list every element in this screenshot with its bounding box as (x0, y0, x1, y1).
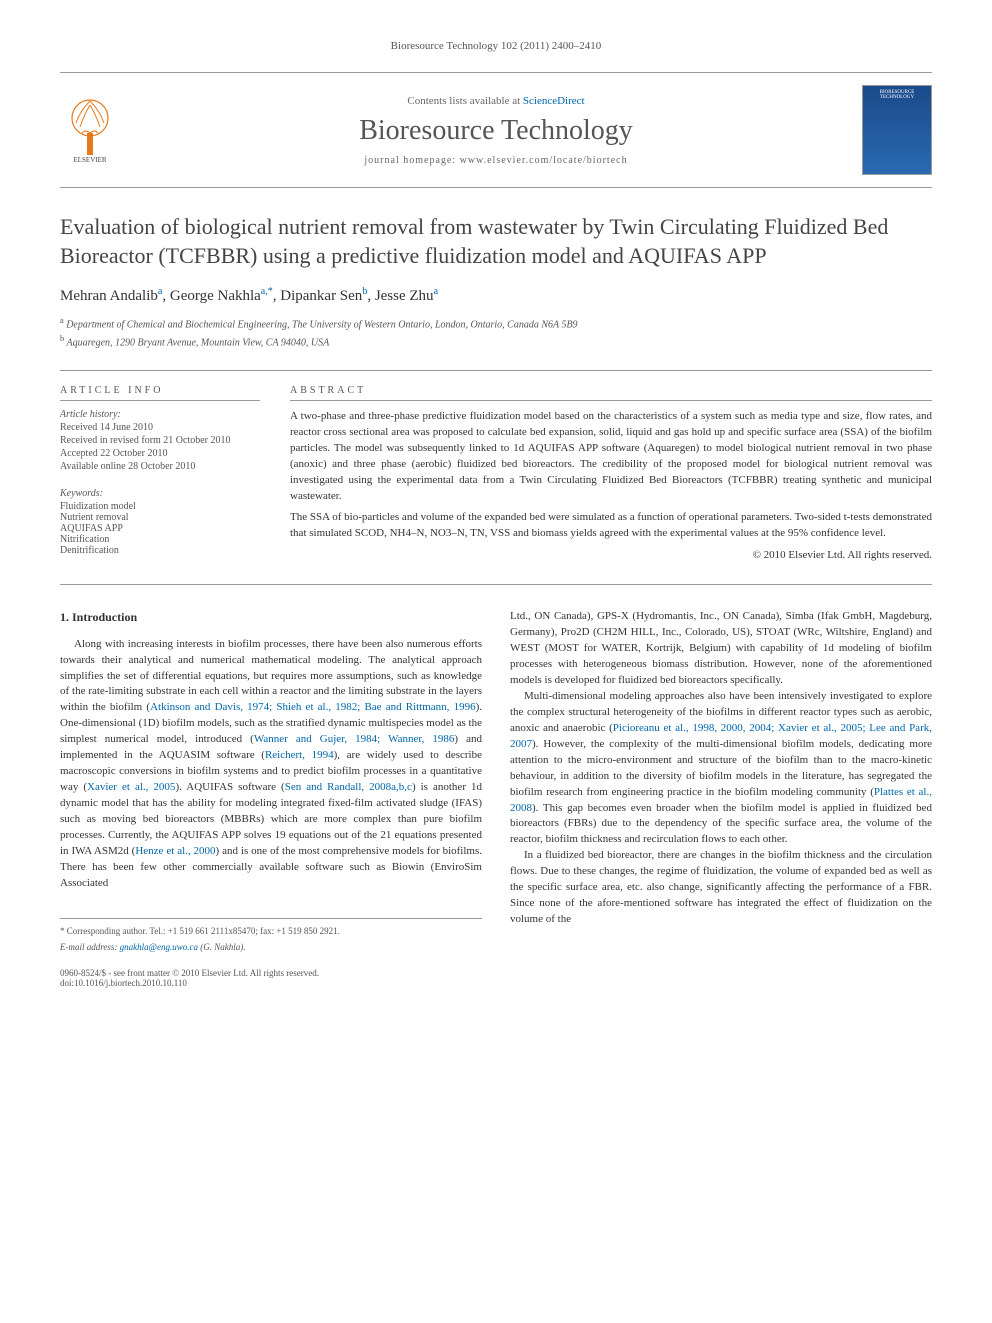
email-line: E-mail address: gnakhla@eng.uwo.ca (G. N… (60, 941, 482, 954)
aff-marker-a: a (60, 316, 64, 325)
email-label: E-mail address: (60, 942, 120, 952)
keyword-3: AQUIFAS APP (60, 523, 260, 534)
author-1: Mehran Andalib (60, 288, 158, 304)
text-run: ). This gap becomes even broader when th… (510, 802, 932, 846)
journal-homepage: journal homepage: www.elsevier.com/locat… (130, 155, 862, 166)
history-received: Received 14 June 2010 (60, 422, 260, 433)
body-two-column: 1. Introduction Along with increasing in… (60, 609, 932, 953)
author-4: Jesse Zhu (375, 288, 434, 304)
citation-link[interactable]: Sen and Randall, 2008a,b,c (285, 781, 412, 793)
abstract: ABSTRACT A two-phase and three-phase pre… (290, 385, 932, 570)
intro-para-1-cont: Ltd., ON Canada), GPS-X (Hydromantis, In… (510, 609, 932, 689)
corresponding-author: * Corresponding author. Tel.: +1 519 661… (60, 925, 482, 938)
abstract-para-1: A two-phase and three-phase predictive f… (290, 409, 932, 505)
affiliation-a: a Department of Chemical and Biochemical… (60, 315, 932, 332)
history-label: Article history: (60, 409, 260, 420)
section-1-heading: 1. Introduction (60, 609, 482, 626)
keyword-4: Nitrification (60, 534, 260, 545)
affiliation-b: b Aquaregen, 1290 Bryant Avenue, Mountai… (60, 333, 932, 350)
author-1-aff: a (158, 286, 162, 297)
aff-text-a: Department of Chemical and Biochemical E… (66, 320, 577, 331)
text-run: ). However, the complexity of the multi-… (510, 738, 932, 798)
email-link[interactable]: gnakhla@eng.uwo.ca (120, 942, 198, 952)
aff-marker-b: b (60, 334, 64, 343)
sciencedirect-link[interactable]: ScienceDirect (523, 95, 585, 107)
column-left: 1. Introduction Along with increasing in… (60, 609, 482, 953)
author-2-aff: a,* (261, 286, 273, 297)
citation-header: Bioresource Technology 102 (2011) 2400–2… (60, 40, 932, 52)
abstract-copyright: © 2010 Elsevier Ltd. All rights reserved… (290, 548, 932, 564)
abstract-para-2: The SSA of bio-particles and volume of t… (290, 510, 932, 542)
keyword-2: Nutrient removal (60, 512, 260, 523)
citation-link[interactable]: Reichert, 1994 (265, 749, 334, 761)
elsevier-tree-icon: ELSEVIER (60, 93, 120, 163)
keyword-5: Denitrification (60, 545, 260, 556)
history-accepted: Accepted 22 October 2010 (60, 448, 260, 459)
intro-para-2: Multi-dimensional modeling approaches al… (510, 689, 932, 848)
doi: doi:10.1016/j.biortech.2010.10.110 (60, 978, 932, 988)
intro-para-1: Along with increasing interests in biofi… (60, 637, 482, 892)
history-online: Available online 28 October 2010 (60, 461, 260, 472)
journal-cover-thumbnail (862, 85, 932, 175)
paper-title: Evaluation of biological nutrient remova… (60, 213, 932, 270)
citation-link[interactable]: Atkinson and Davis, 1974; Shieh et al., … (150, 701, 476, 713)
history-revised: Received in revised form 21 October 2010 (60, 435, 260, 446)
authors-line: Mehran Andaliba, George Nakhlaa,*, Dipan… (60, 286, 932, 305)
abstract-heading: ABSTRACT (290, 385, 932, 401)
svg-text:ELSEVIER: ELSEVIER (73, 156, 106, 163)
journal-header-row: ELSEVIER Contents lists available at Sci… (60, 72, 932, 188)
citation-link[interactable]: Xavier et al., 2005 (87, 781, 175, 793)
text-run: ). AQUIFAS software ( (175, 781, 284, 793)
front-matter: 0960-8524/$ - see front matter © 2010 El… (60, 968, 932, 978)
contents-line: Contents lists available at ScienceDirec… (130, 95, 862, 107)
info-abstract-row: ARTICLE INFO Article history: Received 1… (60, 370, 932, 585)
email-name: (G. Nakhla). (198, 942, 246, 952)
contents-prefix: Contents lists available at (407, 95, 522, 107)
aff-text-b: Aquaregen, 1290 Bryant Avenue, Mountain … (67, 337, 330, 348)
author-2: George Nakhla (170, 288, 261, 304)
intro-para-3: In a fluidized bed bioreactor, there are… (510, 848, 932, 928)
journal-title: Bioresource Technology (130, 115, 862, 147)
keywords-label: Keywords: (60, 488, 260, 499)
column-right: Ltd., ON Canada), GPS-X (Hydromantis, In… (510, 609, 932, 953)
citation-link[interactable]: Henze et al., 2000 (135, 845, 215, 857)
keyword-1: Fluidization model (60, 501, 260, 512)
front-matter-line: 0960-8524/$ - see front matter © 2010 El… (60, 968, 932, 988)
author-4-aff: a (434, 286, 438, 297)
keywords-block: Keywords: Fluidization model Nutrient re… (60, 488, 260, 556)
affiliations: a Department of Chemical and Biochemical… (60, 315, 932, 350)
author-3-aff: b (362, 286, 367, 297)
article-info: ARTICLE INFO Article history: Received 1… (60, 385, 260, 570)
corresponding-author-footer: * Corresponding author. Tel.: +1 519 661… (60, 918, 482, 954)
author-3: Dipankar Sen (280, 288, 362, 304)
elsevier-logo: ELSEVIER (60, 93, 130, 168)
journal-title-block: Contents lists available at ScienceDirec… (130, 95, 862, 166)
article-info-heading: ARTICLE INFO (60, 385, 260, 401)
citation-link[interactable]: Wanner and Gujer, 1984; Wanner, 1986 (254, 733, 455, 745)
